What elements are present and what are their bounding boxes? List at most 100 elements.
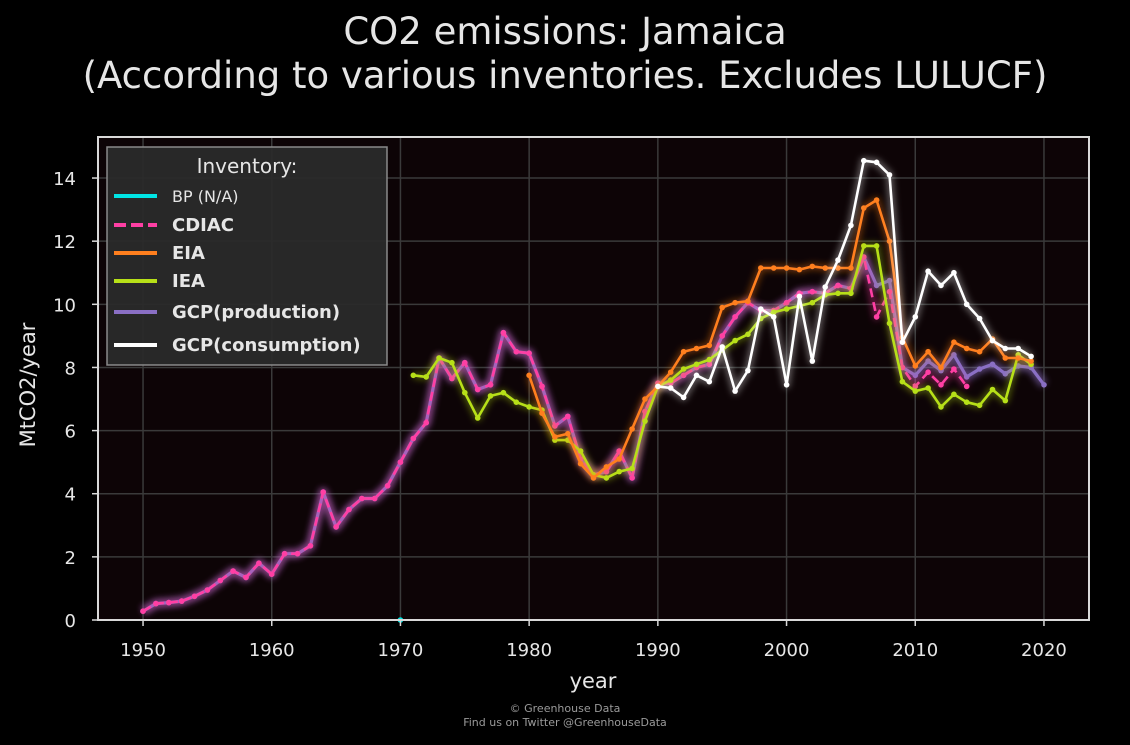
data-point: [513, 348, 520, 355]
data-point: [912, 388, 919, 394]
chart-title: CO2 emissions: Jamaica: [343, 10, 787, 53]
data-point: [925, 385, 931, 391]
data-point: [500, 389, 507, 396]
data-point: [590, 475, 597, 481]
data-point: [719, 344, 725, 350]
data-point: [938, 282, 944, 289]
data-point: [616, 468, 622, 475]
data-point: [1002, 345, 1009, 352]
data-point: [848, 222, 854, 229]
y-axis-label: MtCO2/year: [16, 322, 40, 447]
data-point: [565, 430, 571, 437]
axes: 1950 1960 1970 1980 1990 2000 2010 2020 0 2 4 6 8 10 1…: [53, 169, 1067, 661]
data-point: [693, 361, 700, 368]
plot-frame: [97, 136, 1090, 621]
data-point: [861, 243, 867, 249]
data-point: [629, 475, 635, 481]
data-point: [796, 266, 803, 273]
data-point: [577, 460, 584, 467]
data-point: [963, 399, 970, 406]
data-point: [822, 265, 828, 271]
series-cdiac: [140, 253, 970, 615]
data-point: [1028, 353, 1034, 360]
data-point: [732, 299, 738, 306]
credit-line-2: Find us on Twitter @GreenhouseData: [463, 716, 667, 729]
data-point: [809, 299, 816, 306]
data-point: [346, 506, 352, 513]
data-point: [680, 348, 687, 355]
data-point: [307, 543, 314, 549]
data-point: [963, 383, 970, 390]
data-point: [976, 315, 983, 322]
data-point: [462, 359, 468, 366]
data-point: [963, 374, 970, 380]
data-point: [616, 456, 622, 462]
data-point: [693, 372, 700, 379]
data-point: [770, 265, 777, 271]
data-point: [963, 345, 970, 352]
data-point: [899, 339, 906, 346]
data-point: [976, 366, 983, 372]
data-point: [745, 331, 751, 338]
data-point: [243, 574, 249, 581]
data-point: [513, 399, 520, 406]
y-tick-label: 12: [53, 232, 76, 253]
data-point: [294, 550, 301, 557]
legend-entry-label: GCP(consumption): [172, 335, 361, 356]
data-point: [217, 577, 224, 584]
y-tick-label: 10: [53, 295, 76, 316]
data-point: [938, 364, 944, 371]
data-point: [989, 361, 996, 368]
data-point: [449, 375, 455, 382]
data-point: [526, 404, 532, 410]
data-point: [976, 348, 983, 355]
data-point: [462, 389, 468, 396]
data-point: [822, 284, 828, 290]
data-point: [976, 402, 983, 409]
data-point: [873, 243, 880, 249]
x-axis-label: year: [570, 669, 617, 693]
data-point: [629, 426, 635, 432]
data-point: [835, 290, 841, 297]
data-point: [410, 372, 417, 379]
data-point: [526, 350, 532, 357]
y-tick-label: 2: [65, 548, 76, 569]
chart-subtitle: (According to various inventories. Exclu…: [82, 54, 1048, 97]
data-point: [1002, 355, 1009, 361]
data-point: [552, 434, 558, 440]
legend-entry-label: EIA: [172, 243, 205, 264]
data-point: [951, 269, 957, 276]
y-tick-label: 4: [65, 485, 76, 506]
data-point: [1028, 358, 1034, 364]
data-point: [1015, 355, 1021, 361]
data-point: [873, 314, 880, 320]
y-tick-label: 8: [65, 358, 76, 379]
legend-entry-label: IEA: [172, 271, 205, 292]
data-point: [861, 205, 867, 211]
data-point: [809, 263, 816, 270]
data-point: [423, 419, 430, 426]
legend-entry-label: GCP(production): [172, 302, 340, 323]
data-point: [770, 314, 777, 320]
data-point: [861, 157, 867, 164]
data-point: [873, 159, 880, 166]
data-point: [848, 265, 854, 271]
legend-box: [106, 146, 388, 366]
data-point: [989, 337, 996, 344]
data-point: [539, 383, 545, 390]
data-point: [642, 396, 648, 402]
data-point: [951, 366, 957, 372]
x-tick-label: 2010: [892, 640, 938, 661]
series-line: [657, 159, 1032, 399]
data-point: [925, 358, 931, 364]
data-point: [1015, 345, 1021, 352]
data-point: [565, 413, 571, 420]
data-point: [204, 587, 211, 593]
data-point: [500, 329, 507, 336]
y-tick-label: 6: [65, 422, 76, 443]
data-point: [732, 314, 738, 320]
data-point: [474, 386, 481, 393]
legend-entry-label: CDIAC: [172, 215, 234, 236]
data-point: [474, 415, 481, 421]
data-point: [758, 265, 764, 271]
